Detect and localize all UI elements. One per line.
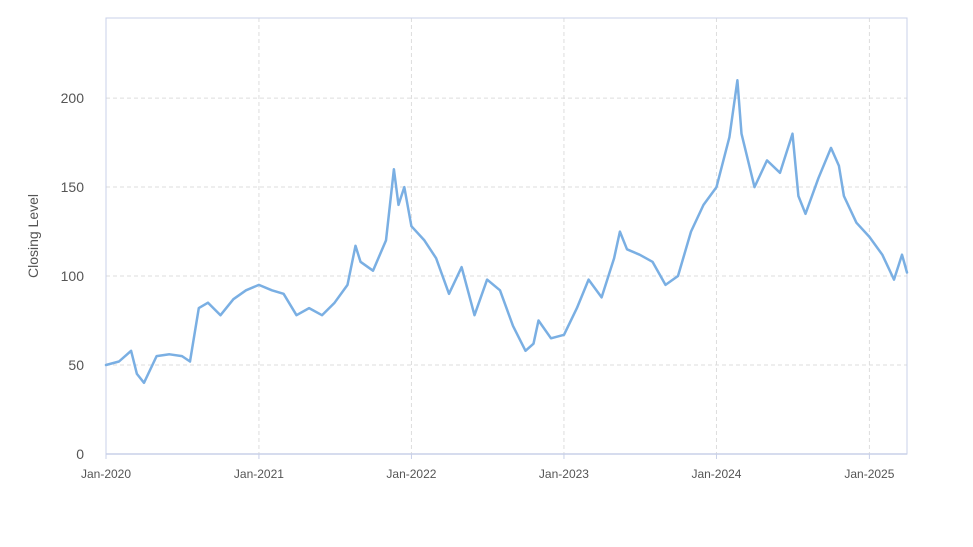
series-line-0 [104, 79, 909, 385]
y-axis-title: Closing Level [25, 194, 41, 278]
y-tick-label: 50 [68, 357, 84, 373]
grid [106, 18, 907, 454]
y-tick-label: 0 [76, 446, 84, 462]
axes [105, 17, 908, 455]
x-tick-label: Jan-2023 [539, 467, 589, 481]
y-tick-label: 150 [61, 179, 85, 195]
x-tick-label: Jan-2024 [691, 467, 741, 481]
plot-area-border [105, 17, 908, 455]
y-axis-ticks: 0 50 100 150 200 [61, 90, 85, 462]
y-tick-label: 200 [61, 90, 85, 106]
x-tick-label: Jan-2020 [81, 467, 131, 481]
x-tick-label: Jan-2025 [844, 467, 894, 481]
x-tick-label: Jan-2021 [234, 467, 284, 481]
y-tick-label: 100 [61, 268, 85, 284]
series-layer [104, 79, 909, 385]
x-axis-ticks: Jan-2020 Jan-2021 Jan-2022 Jan-2023 Jan-2024… [81, 454, 895, 481]
x-tick-label: Jan-2022 [386, 467, 436, 481]
